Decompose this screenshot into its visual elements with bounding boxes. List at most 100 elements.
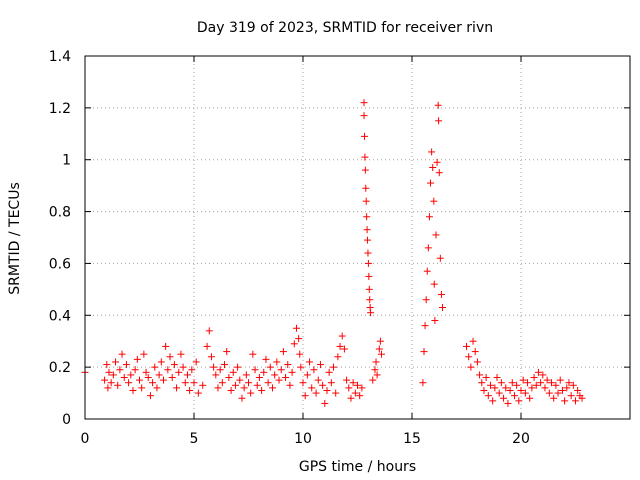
data-point <box>149 379 157 387</box>
data-point <box>262 355 270 363</box>
data-point <box>567 392 575 400</box>
data-point <box>173 384 181 392</box>
data-point <box>146 392 154 400</box>
data-point <box>168 374 176 382</box>
data-point <box>179 363 187 371</box>
data-point <box>166 353 174 361</box>
data-point <box>429 163 437 171</box>
data-point <box>282 374 290 382</box>
data-point <box>109 371 117 379</box>
data-point <box>258 386 266 394</box>
data-point <box>275 376 283 384</box>
data-point <box>330 363 338 371</box>
data-point <box>216 366 224 374</box>
y-tick-label: 1.4 <box>49 49 71 65</box>
data-point <box>112 358 120 366</box>
data-point <box>365 272 373 280</box>
data-point <box>421 322 429 330</box>
y-axis-label: SRMTID / TECUs <box>7 182 23 295</box>
data-point <box>321 399 329 407</box>
data-point <box>157 358 165 366</box>
data-point <box>510 392 518 400</box>
data-point <box>144 374 152 382</box>
data-point <box>271 371 279 379</box>
data-point <box>336 342 344 350</box>
data-point <box>473 358 481 366</box>
data-point <box>251 366 259 374</box>
data-point <box>422 296 430 304</box>
data-point <box>471 348 479 356</box>
data-point <box>482 374 490 382</box>
data-point <box>181 379 189 387</box>
data-point <box>362 184 370 192</box>
data-point <box>325 368 333 376</box>
y-tick-label: 0.6 <box>49 256 71 272</box>
data-point <box>234 363 242 371</box>
data-point <box>563 384 571 392</box>
data-point <box>371 366 379 374</box>
data-point <box>375 345 383 353</box>
chart-title: Day 319 of 2023, SRMTID for receiver riv… <box>197 20 493 36</box>
y-tick-label: 0 <box>62 412 71 428</box>
data-point <box>203 342 211 350</box>
data-point <box>469 337 477 345</box>
x-tick-label: 10 <box>294 431 312 447</box>
data-point <box>218 379 226 387</box>
y-tick-label: 0.8 <box>49 205 71 221</box>
data-point <box>286 381 294 389</box>
data-point <box>345 384 353 392</box>
data-point <box>436 254 444 262</box>
data-point <box>360 112 368 120</box>
data-point <box>247 389 255 397</box>
data-point <box>127 371 135 379</box>
data-point <box>227 386 235 394</box>
gridlines <box>85 56 630 419</box>
data-point <box>205 327 213 335</box>
data-point <box>500 394 508 402</box>
data-point <box>327 379 335 387</box>
data-point <box>367 309 375 317</box>
data-point <box>347 394 355 402</box>
data-point <box>354 381 361 389</box>
data-point <box>495 389 503 397</box>
data-point <box>114 381 122 389</box>
data-point <box>104 384 112 392</box>
data-point <box>308 384 316 392</box>
data-point <box>504 399 512 407</box>
data-point <box>299 379 307 387</box>
data-point <box>338 332 346 340</box>
data-point <box>489 397 497 405</box>
x-tick-label: 15 <box>403 431 421 447</box>
data-point <box>565 379 573 387</box>
data-point <box>210 363 218 371</box>
data-point <box>356 392 364 400</box>
data-point <box>340 345 348 353</box>
data-point <box>312 389 320 397</box>
data-point <box>515 397 523 405</box>
data-point <box>238 394 246 402</box>
data-point <box>424 244 432 252</box>
data-point <box>133 355 141 363</box>
data-point <box>467 363 475 371</box>
data-points <box>81 99 586 407</box>
data-point <box>164 366 172 374</box>
data-point <box>361 153 369 161</box>
data-point <box>140 350 148 358</box>
data-point <box>138 384 146 392</box>
data-point <box>240 384 248 392</box>
data-point <box>170 361 178 369</box>
data-point <box>435 169 443 177</box>
data-point <box>223 348 231 356</box>
data-point <box>360 132 368 140</box>
data-point <box>136 376 143 384</box>
data-point <box>361 166 369 174</box>
data-point <box>242 371 250 379</box>
x-tick-label: 5 <box>190 431 199 447</box>
data-point <box>310 366 318 374</box>
data-point <box>513 381 521 389</box>
data-point <box>478 379 486 387</box>
data-point <box>365 285 373 293</box>
data-point <box>550 394 558 402</box>
data-point <box>364 236 372 244</box>
